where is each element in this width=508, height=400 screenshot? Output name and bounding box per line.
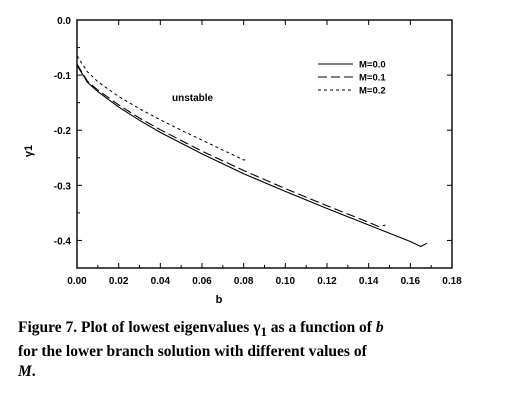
x-tick-label: 0.14 bbox=[359, 276, 379, 287]
chart-axes: 0.00 0.02 0.04 0.06 0.08 0.10 0.12 0.14 0.16 0.18… bbox=[54, 16, 462, 287]
caption-variable-b: b bbox=[375, 319, 384, 336]
y-axis-label-main: γ1 bbox=[23, 145, 35, 157]
x-tick-label: 0.12 bbox=[317, 276, 337, 287]
series-line-1 bbox=[76, 63, 386, 228]
x-tick-label: 0.06 bbox=[192, 276, 212, 287]
y-tick-label: -0.1 bbox=[54, 71, 72, 82]
series-line-0 bbox=[76, 64, 428, 248]
y-tick-label: 0.0 bbox=[57, 16, 71, 27]
caption-line1-rest: as a function of bbox=[266, 319, 376, 336]
figure-caption: Figure 7. Plot of lowest eigenvalues γ1 … bbox=[18, 318, 498, 382]
plot-frame bbox=[76, 19, 453, 269]
x-tick-label: 0.16 bbox=[401, 276, 421, 287]
x-tick-label: 0.00 bbox=[67, 276, 87, 287]
y-tick-label: -0.4 bbox=[54, 236, 72, 247]
x-tick-label: 0.10 bbox=[276, 276, 296, 287]
caption-line2: for the lower branch solution with diffe… bbox=[18, 343, 367, 361]
caption-subscript: 1 bbox=[260, 324, 267, 340]
x-tick-label: 0.18 bbox=[442, 276, 462, 287]
x-axis-label: b bbox=[216, 294, 223, 306]
x-tick-label: 0.02 bbox=[109, 276, 129, 287]
y-tick-label: -0.3 bbox=[54, 181, 72, 192]
caption-variable-m: M bbox=[18, 363, 32, 381]
chart-legend: M=0.0 M=0.1 M=0.2 bbox=[318, 60, 386, 97]
series-line-2 bbox=[76, 55, 248, 161]
chart-series bbox=[76, 55, 428, 248]
caption-line1: Figure 7. Plot of lowest eigenvalues γ bbox=[18, 319, 261, 336]
legend-label-1: M=0.1 bbox=[359, 73, 386, 84]
x-tick-label: 0.04 bbox=[151, 276, 171, 287]
x-tick-label: 0.08 bbox=[234, 276, 254, 287]
y-axis-label: γ1 bbox=[23, 145, 35, 157]
caption-line3-rest: . bbox=[31, 363, 36, 381]
unstable-annotation: unstable bbox=[172, 93, 214, 104]
legend-label-0: M=0.0 bbox=[359, 60, 386, 71]
line-chart: 0.00 0.02 0.04 0.06 0.08 0.10 0.12 0.14 0.16 0.18… bbox=[23, 16, 462, 306]
y-tick-label: -0.2 bbox=[54, 126, 72, 137]
legend-label-2: M=0.2 bbox=[359, 86, 386, 97]
